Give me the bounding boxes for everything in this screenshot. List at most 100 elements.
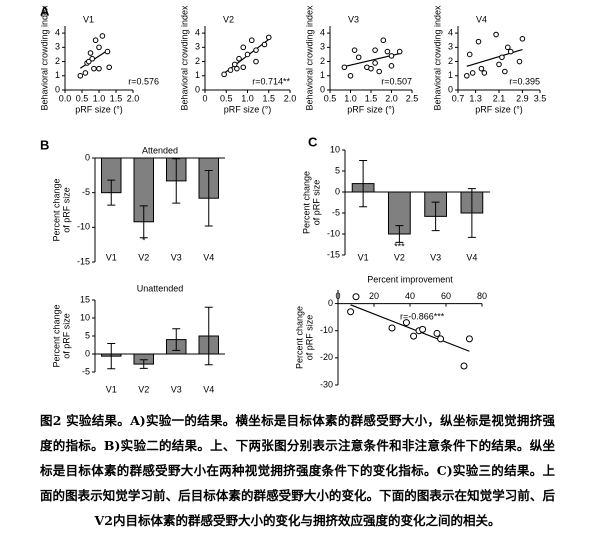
annotation: r=0.714** bbox=[252, 76, 290, 86]
annotation: r=-0.866*** bbox=[400, 312, 445, 322]
y-tick-label: 4 bbox=[448, 27, 453, 37]
scatter-point bbox=[227, 67, 234, 73]
error-bar bbox=[172, 158, 181, 204]
scatter-point bbox=[253, 47, 259, 53]
scatter-point bbox=[231, 61, 238, 68]
x-tick-label: 60 bbox=[441, 291, 451, 301]
scatter-point bbox=[372, 60, 378, 66]
scatter-point bbox=[265, 34, 272, 41]
scatter-point bbox=[261, 41, 268, 48]
scatter-point bbox=[89, 55, 95, 62]
y-tick-label: 0 bbox=[195, 84, 200, 94]
y-axis-label: of pRF size bbox=[304, 315, 314, 361]
y-axis-label: Percent change bbox=[51, 304, 61, 367]
x-tick-label: V4 bbox=[466, 252, 477, 262]
significance: *** bbox=[394, 241, 405, 251]
y-axis-label: of pRF size bbox=[311, 180, 321, 226]
x-tick-label: V4 bbox=[203, 384, 214, 394]
y-tick-label: -5 bbox=[332, 207, 340, 217]
scatter-point bbox=[87, 50, 94, 56]
x-tick-label: 1.3 bbox=[469, 93, 482, 103]
scatter-point bbox=[437, 335, 445, 343]
scatter-point bbox=[475, 38, 482, 45]
y-tick-label: 1 bbox=[195, 70, 200, 80]
x-tick-label: 80 bbox=[477, 291, 487, 301]
scatter-point bbox=[396, 48, 403, 55]
y-tick-label: 1 bbox=[448, 70, 453, 80]
scatter-point bbox=[388, 63, 395, 69]
scatter-point bbox=[240, 64, 247, 71]
scatter-point bbox=[106, 64, 112, 71]
x-axis-label: pRF size (°) bbox=[75, 104, 123, 114]
y-axis-label: Behavioral crowding index bbox=[179, 5, 189, 111]
y-tick-label: -30 bbox=[320, 379, 333, 389]
chart-title: V1 bbox=[83, 14, 94, 24]
error-bar bbox=[395, 225, 404, 243]
y-tick-label: 5 bbox=[85, 330, 90, 340]
y-tick-label: 4 bbox=[320, 27, 325, 37]
x-tick-label: V1 bbox=[106, 384, 117, 394]
y-tick-label: 1 bbox=[55, 70, 60, 80]
x-axis-label: pRF size (°) bbox=[475, 104, 523, 114]
x-tick-label: 0 bbox=[335, 291, 340, 301]
y-tick-label: 0 bbox=[85, 348, 90, 358]
scatter-point bbox=[493, 31, 499, 38]
error-bar bbox=[204, 169, 213, 227]
y-tick-label: 3 bbox=[448, 42, 453, 52]
scatter-point bbox=[507, 48, 514, 55]
y-tick-label: -20 bbox=[320, 352, 333, 362]
scatter-point bbox=[91, 65, 97, 72]
chart-title: V2 bbox=[223, 14, 234, 24]
scatter-point bbox=[469, 70, 476, 76]
y-tick-label: 5 bbox=[335, 165, 340, 175]
scatter-point bbox=[104, 48, 111, 55]
x-axis-label: pRF size (°) bbox=[224, 104, 272, 114]
y-tick-label: 3 bbox=[195, 42, 200, 52]
y-tick-label: 0 bbox=[320, 84, 325, 94]
scatter-point bbox=[234, 65, 240, 72]
scatter-point bbox=[463, 72, 470, 79]
x-tick-label: 2.1 bbox=[493, 93, 506, 103]
error-bar bbox=[139, 205, 148, 239]
scatter-point bbox=[82, 70, 89, 76]
x-axis-label: pRF size (°) bbox=[347, 104, 395, 114]
y-tick-label: 0 bbox=[448, 84, 453, 94]
scatter-point bbox=[352, 293, 360, 301]
scatter-point bbox=[92, 37, 99, 44]
scatter-point bbox=[99, 33, 106, 39]
y-tick-label: -15 bbox=[327, 249, 340, 259]
x-tick-label: 2.0 bbox=[127, 93, 140, 103]
scatter-point bbox=[351, 47, 358, 53]
error-bar bbox=[107, 343, 116, 370]
scatter-point bbox=[347, 72, 354, 79]
x-tick-label: 0.5 bbox=[220, 93, 233, 103]
y-tick-label: 2 bbox=[320, 56, 325, 66]
x-tick-label: 1.0 bbox=[241, 93, 254, 103]
x-tick-label: V4 bbox=[203, 252, 214, 262]
panel-label: B bbox=[40, 137, 49, 152]
scatter-point bbox=[496, 61, 502, 68]
y-tick-label: 4 bbox=[55, 27, 60, 37]
scatter-point bbox=[465, 335, 473, 343]
y-axis-label: of pRF size bbox=[61, 187, 71, 233]
y-tick-label: 15 bbox=[80, 294, 90, 304]
y-tick-label: 1 bbox=[320, 70, 325, 80]
panel-label: C bbox=[308, 134, 318, 149]
y-tick-label: 10 bbox=[80, 312, 90, 322]
x-tick-label: 2.9 bbox=[516, 93, 529, 103]
scatter-point bbox=[248, 37, 255, 44]
y-tick-label: 3 bbox=[320, 42, 325, 52]
scatter-point bbox=[355, 54, 362, 61]
significance: * bbox=[142, 235, 146, 245]
scatter-point bbox=[77, 72, 84, 79]
y-axis-label: Behavioral crowding index bbox=[432, 5, 442, 111]
annotation: r=0.576 bbox=[128, 76, 159, 86]
scatter-point bbox=[502, 68, 508, 75]
y-tick-label: 4 bbox=[195, 27, 200, 37]
fit-line bbox=[350, 304, 470, 352]
chart-title: Attended bbox=[142, 145, 178, 155]
chart-title: V3 bbox=[348, 14, 359, 24]
x-tick-label: V3 bbox=[171, 252, 182, 262]
y-axis-label: Percent change bbox=[301, 171, 311, 234]
panel-label: A bbox=[40, 3, 50, 18]
